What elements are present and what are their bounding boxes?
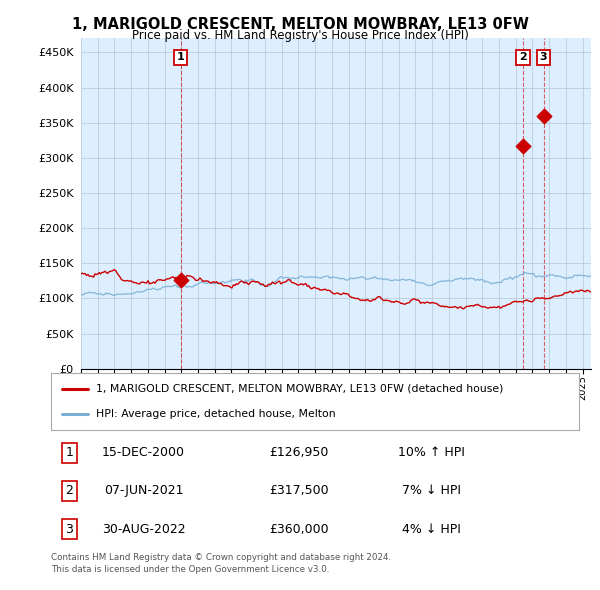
Text: 2: 2	[519, 53, 527, 63]
Text: Contains HM Land Registry data © Crown copyright and database right 2024.: Contains HM Land Registry data © Crown c…	[51, 553, 391, 562]
Text: HPI: Average price, detached house, Melton: HPI: Average price, detached house, Melt…	[96, 409, 335, 419]
Text: This data is licensed under the Open Government Licence v3.0.: This data is licensed under the Open Gov…	[51, 565, 329, 573]
Text: 3: 3	[539, 53, 547, 63]
Text: 4% ↓ HPI: 4% ↓ HPI	[402, 523, 461, 536]
Text: 7% ↓ HPI: 7% ↓ HPI	[401, 484, 461, 497]
Point	[539, 111, 548, 120]
Point	[518, 141, 528, 150]
Text: 10% ↑ HPI: 10% ↑ HPI	[398, 446, 464, 459]
Text: £317,500: £317,500	[269, 484, 329, 497]
Text: 3: 3	[65, 523, 73, 536]
Text: £126,950: £126,950	[269, 446, 329, 459]
Text: 1: 1	[177, 53, 185, 63]
Text: 1, MARIGOLD CRESCENT, MELTON MOWBRAY, LE13 0FW: 1, MARIGOLD CRESCENT, MELTON MOWBRAY, LE…	[71, 17, 529, 31]
Text: 2: 2	[65, 484, 73, 497]
Text: £360,000: £360,000	[269, 523, 329, 536]
Text: 15-DEC-2000: 15-DEC-2000	[102, 446, 185, 459]
Text: 30-AUG-2022: 30-AUG-2022	[101, 523, 185, 536]
Text: 1, MARIGOLD CRESCENT, MELTON MOWBRAY, LE13 0FW (detached house): 1, MARIGOLD CRESCENT, MELTON MOWBRAY, LE…	[96, 384, 503, 394]
Text: 1: 1	[65, 446, 73, 459]
Point	[176, 275, 185, 284]
Text: 07-JUN-2021: 07-JUN-2021	[104, 484, 183, 497]
Text: Price paid vs. HM Land Registry's House Price Index (HPI): Price paid vs. HM Land Registry's House …	[131, 30, 469, 42]
